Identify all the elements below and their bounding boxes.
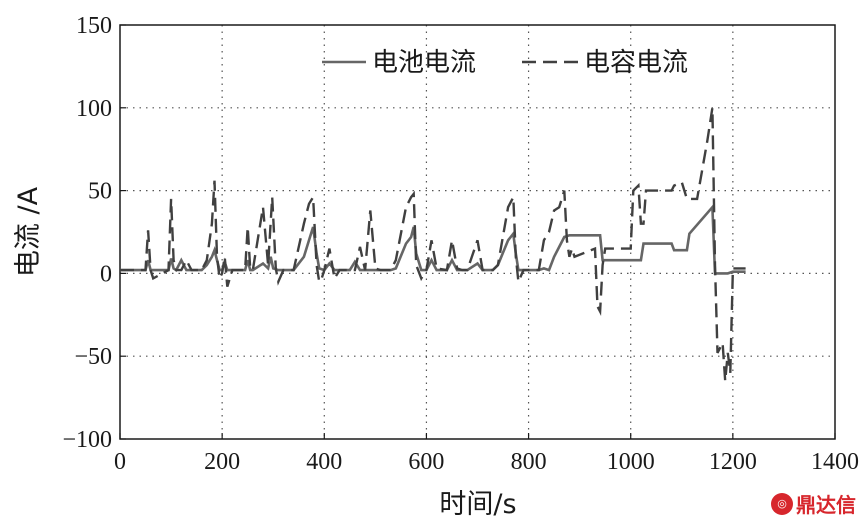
series-line-battery-current xyxy=(120,203,746,275)
y-tick-label: −50 xyxy=(74,344,112,370)
tick-labels: 0 200 400 600 800 1000 1200 1400 −100 −50 0 50 100 15… xyxy=(62,13,859,475)
x-tick-label: 400 xyxy=(306,449,342,475)
y-tick-label: 50 xyxy=(88,179,112,205)
x-tick-label: 1200 xyxy=(709,449,757,475)
legend: 电池电流 电容电流 xyxy=(322,48,688,78)
plot-frame xyxy=(119,24,836,440)
x-axis-label: 时间/s xyxy=(439,489,516,520)
x-tick-label: 0 xyxy=(114,449,126,475)
x-tick-label: 600 xyxy=(408,449,444,475)
watermark: ◎ 鼎达信 xyxy=(771,489,856,518)
grid xyxy=(120,25,835,439)
x-tick-label: 200 xyxy=(204,449,240,475)
legend-label-battery-current: 电池电流 xyxy=(372,48,476,78)
y-axis-label: 电流 /A xyxy=(13,186,44,277)
legend-label-capacitor-current: 电容电流 xyxy=(584,48,688,78)
y-tick-label: 0 xyxy=(100,261,112,287)
watermark-text: 鼎达信 xyxy=(796,493,856,517)
dingda-logo-icon: ◎ xyxy=(771,492,793,515)
y-tick-label: −100 xyxy=(62,427,112,453)
series-layer xyxy=(120,107,746,382)
series-line-capacitor-current xyxy=(120,107,746,382)
x-tick-label: 1400 xyxy=(811,449,859,475)
x-tick-label: 1000 xyxy=(607,449,655,475)
y-tick-label: 100 xyxy=(76,96,112,122)
y-tick-label: 150 xyxy=(76,13,112,39)
x-tick-label: 800 xyxy=(511,449,547,475)
